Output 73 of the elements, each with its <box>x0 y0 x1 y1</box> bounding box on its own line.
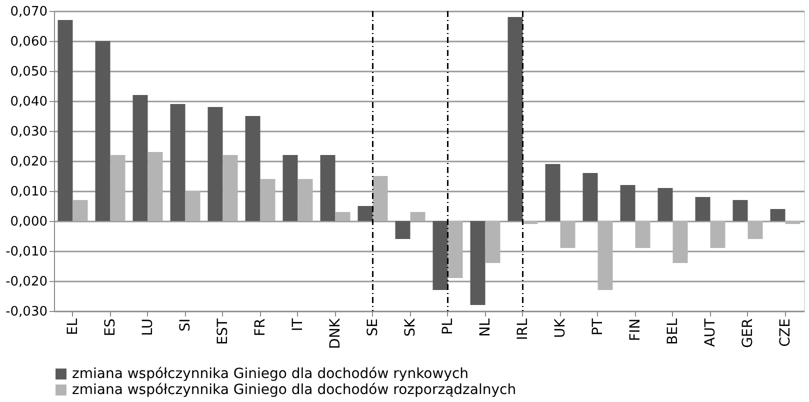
bar <box>72 200 88 221</box>
bar <box>185 191 200 221</box>
y-tick-label: -0,020 <box>6 274 48 290</box>
y-tick-label: 0,070 <box>10 4 48 20</box>
x-tick-label: NL <box>477 318 494 337</box>
bar <box>395 221 410 239</box>
x-tick-label: CZE <box>777 318 794 347</box>
bar <box>110 155 126 221</box>
y-tick-label: 0,010 <box>10 184 48 200</box>
bar <box>485 221 500 263</box>
legend-label: zmiana współczynnika Giniego dla dochodów rynkowych <box>72 366 469 382</box>
x-tick-label: EL <box>64 318 81 336</box>
bar <box>320 155 336 221</box>
bar <box>710 221 726 248</box>
bar <box>598 221 613 290</box>
bar <box>545 164 560 221</box>
bar <box>208 107 223 221</box>
bar <box>770 209 786 221</box>
x-tick-label: FIN <box>627 318 644 342</box>
bar <box>508 17 523 221</box>
bar <box>282 155 298 221</box>
bar <box>222 155 238 221</box>
x-tick-label: SK <box>402 318 418 337</box>
x-tick-label: IT <box>290 318 306 332</box>
bar <box>170 104 186 221</box>
y-tick-label: 0,000 <box>10 214 48 230</box>
bar <box>748 221 763 239</box>
x-tick-label: IRL <box>514 318 531 340</box>
x-tick-label: SI <box>177 318 194 332</box>
y-tick-label: 0,050 <box>10 64 48 80</box>
x-tick-label: PL <box>440 318 456 335</box>
bar <box>470 221 486 305</box>
bar <box>58 20 73 221</box>
x-tick-label: AUT <box>702 318 718 347</box>
bar <box>410 212 426 221</box>
bar <box>298 179 313 221</box>
x-tick-label: LU <box>140 318 156 336</box>
legend-label: zmiana współczynnika Giniego dla dochodów rozporządzalnych <box>72 382 516 398</box>
y-tick-label: 0,040 <box>10 94 48 110</box>
y-tick-label: -0,030 <box>6 304 48 320</box>
x-tick-label: PT <box>590 318 606 336</box>
y-tick-label: -0,010 <box>6 244 48 260</box>
bar <box>148 152 163 221</box>
bar <box>432 221 448 290</box>
bar <box>522 221 538 224</box>
x-tick-label: EST <box>214 318 231 345</box>
bar <box>132 95 148 221</box>
bar <box>245 116 260 221</box>
bar <box>372 176 388 221</box>
bar <box>658 188 673 221</box>
bar <box>732 200 748 221</box>
x-tick-label: UK <box>552 318 568 338</box>
x-tick-label: FR <box>252 318 268 336</box>
bar <box>560 221 576 248</box>
bar <box>582 173 598 221</box>
bar <box>335 212 350 221</box>
bar <box>785 221 800 224</box>
bar <box>260 179 276 221</box>
bar <box>695 197 710 221</box>
x-tick-label: SE <box>364 318 381 336</box>
bar <box>635 221 650 248</box>
y-tick-label: 0,030 <box>10 124 48 140</box>
y-tick-label: 0,060 <box>10 34 48 50</box>
bar <box>358 206 373 221</box>
x-tick-label: DNK <box>327 318 344 349</box>
x-tick-label: BEL <box>664 318 681 345</box>
bar <box>620 185 636 221</box>
y-tick-label: 0,020 <box>10 154 48 170</box>
x-tick-label: GER <box>740 318 756 348</box>
bar <box>95 41 110 221</box>
bar <box>672 221 688 263</box>
bar <box>448 221 463 278</box>
x-tick-label: ES <box>102 318 118 336</box>
